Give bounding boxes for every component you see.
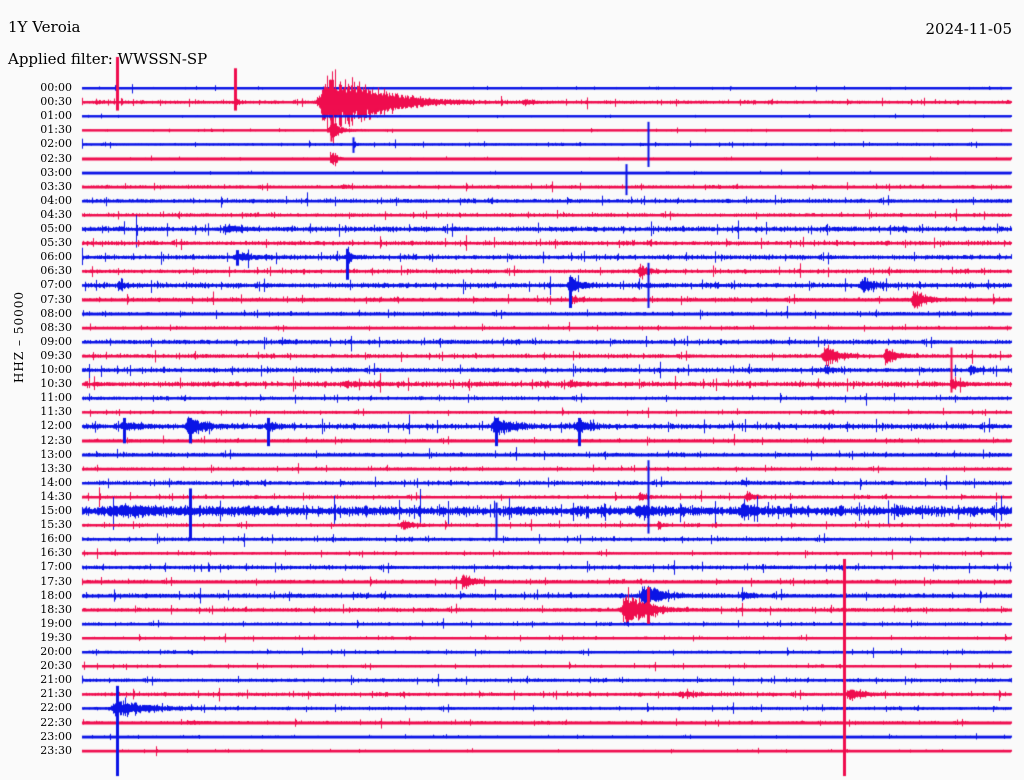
- time-tick-label: 00:30: [40, 95, 72, 109]
- time-tick-label: 13:00: [40, 447, 72, 461]
- time-tick-label: 02:30: [40, 151, 72, 165]
- time-tick-label: 04:00: [40, 193, 72, 207]
- time-tick-label: 05:30: [40, 236, 72, 250]
- time-tick-label: 12:00: [40, 419, 72, 433]
- time-tick-label: 03:30: [40, 179, 72, 193]
- time-tick-label: 10:00: [40, 363, 72, 376]
- time-tick-label: 12:30: [40, 433, 72, 447]
- time-tick-label: 23:30: [40, 743, 72, 757]
- time-tick-label: 11:00: [40, 391, 72, 405]
- time-tick-label: 02:00: [40, 137, 72, 151]
- time-tick-label: 08:30: [40, 320, 72, 334]
- time-tick-label: 03:00: [40, 165, 72, 179]
- time-tick-label: 07:00: [40, 278, 72, 292]
- time-tick-label: 19:00: [40, 616, 72, 630]
- time-tick-label: 19:30: [40, 630, 72, 644]
- time-tick-label: 01:30: [40, 123, 72, 137]
- time-tick-label: 11:30: [40, 405, 72, 419]
- time-tick-label: 22:30: [40, 715, 72, 729]
- time-tick-label: 17:00: [40, 560, 72, 574]
- time-tick-label: 16:00: [40, 532, 72, 546]
- time-tick-label: 05:00: [40, 222, 72, 235]
- time-tick-label: 21:30: [40, 687, 72, 701]
- time-tick-label: 20:00: [40, 645, 72, 658]
- time-tick-label: 13:30: [40, 461, 72, 475]
- time-tick-label: 15:30: [40, 518, 72, 532]
- time-tick-label: 16:30: [40, 546, 72, 560]
- time-tick-label: 14:00: [40, 475, 72, 489]
- time-tick-label: 18:00: [40, 588, 72, 602]
- time-tick-label: 17:30: [40, 574, 72, 588]
- time-tick-label: 06:30: [40, 264, 72, 278]
- time-tick-label: 09:30: [40, 348, 72, 362]
- time-tick-label: 21:00: [40, 673, 72, 687]
- time-tick-label: 01:00: [40, 109, 72, 123]
- time-tick-label: 22:00: [40, 701, 72, 715]
- time-tick-label: 07:30: [40, 292, 72, 306]
- time-tick-label: 00:00: [40, 81, 72, 94]
- time-tick-label: 09:00: [40, 334, 72, 348]
- time-tick-label: 06:00: [40, 250, 72, 264]
- time-tick-label: 08:00: [40, 306, 72, 320]
- time-tick-label: 04:30: [40, 207, 72, 221]
- time-tick-label: 15:00: [40, 504, 72, 517]
- time-tick-label: 20:30: [40, 659, 72, 673]
- time-tick-label: 14:30: [40, 489, 72, 503]
- time-tick-label: 18:30: [40, 602, 72, 616]
- time-tick-label: 10:30: [40, 377, 72, 391]
- time-tick-label: 23:00: [40, 729, 72, 743]
